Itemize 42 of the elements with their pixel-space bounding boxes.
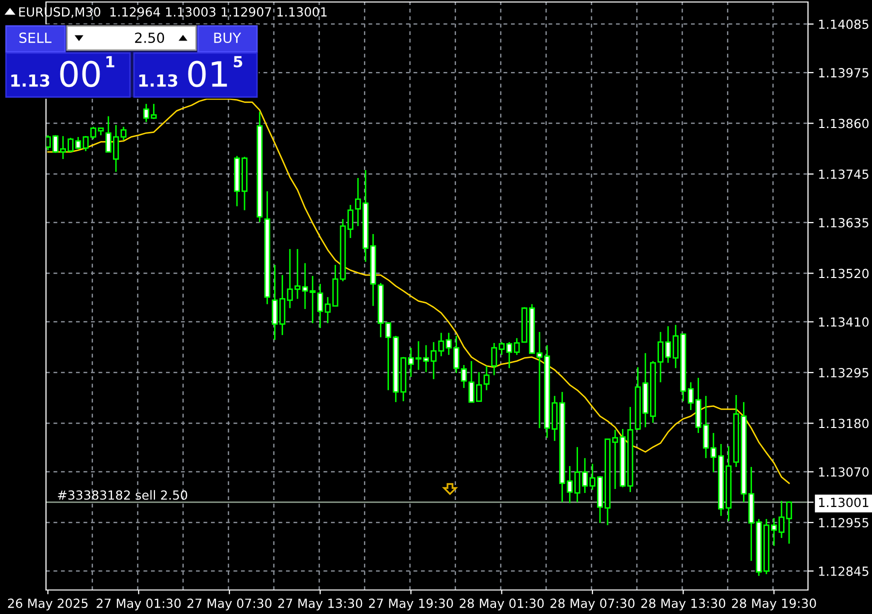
- y-tick-label: 1.13860: [819, 118, 869, 128]
- y-tick-label: 1.13180: [819, 418, 869, 428]
- annotation: SELL: [19, 32, 52, 44]
- ref-line-label: #33383182 sell 2.50: [58, 490, 188, 500]
- y-tick-label: 1.13001: [819, 498, 868, 508]
- annotation: 1: [106, 56, 114, 68]
- x-tick-label: 28 May 13:30: [641, 598, 726, 610]
- y-tick-label: 1.13745: [819, 170, 868, 179]
- x-tick-label: 27 May 01:30: [96, 598, 181, 610]
- y-tick-label: 1.13410: [819, 317, 869, 327]
- y-tick-label: 1.13520: [819, 268, 869, 278]
- candlestick: [566, 465, 573, 504]
- y-tick-label: 1.14085: [819, 20, 868, 29]
- annotation: 00: [60, 60, 100, 88]
- y-tick-label: 1.13070: [819, 467, 869, 477]
- candlestick: [324, 296, 331, 324]
- candlestick: [143, 103, 150, 123]
- annotation: 01: [188, 60, 227, 88]
- candlestick: [385, 322, 392, 391]
- x-tick-label: 26 May 2025: [8, 598, 88, 610]
- candlestick: [90, 126, 96, 140]
- annotation: 5: [234, 56, 242, 68]
- annotation: 1.13: [139, 74, 178, 87]
- x-tick-label: 27 May 07:30: [187, 598, 272, 610]
- y-tick-label: 1.13975: [819, 68, 868, 78]
- candlestick: [688, 382, 694, 411]
- x-tick-label: 28 May 07:30: [550, 598, 634, 610]
- annotation: 1.13: [11, 74, 50, 87]
- annotation: 2.50: [135, 32, 164, 44]
- x-tick-label: 27 May 13:30: [278, 598, 362, 610]
- x-tick-label: 28 May 19:30: [732, 598, 816, 610]
- annotation: BUY: [214, 32, 242, 44]
- y-tick-label: 1.13295: [819, 368, 868, 378]
- y-tick-label: 1.12955: [819, 518, 868, 528]
- y-tick-label: 1.12845: [819, 566, 868, 576]
- candlestick: [150, 103, 157, 120]
- candlestick: [506, 341, 512, 369]
- y-tick-label: 1.13635: [819, 218, 868, 228]
- line-series: [47, 98, 790, 484]
- x-tick-label: 27 May 19:30: [368, 598, 453, 610]
- x-tick-label: 28 May 01:30: [460, 598, 544, 610]
- candlestick: [446, 332, 452, 356]
